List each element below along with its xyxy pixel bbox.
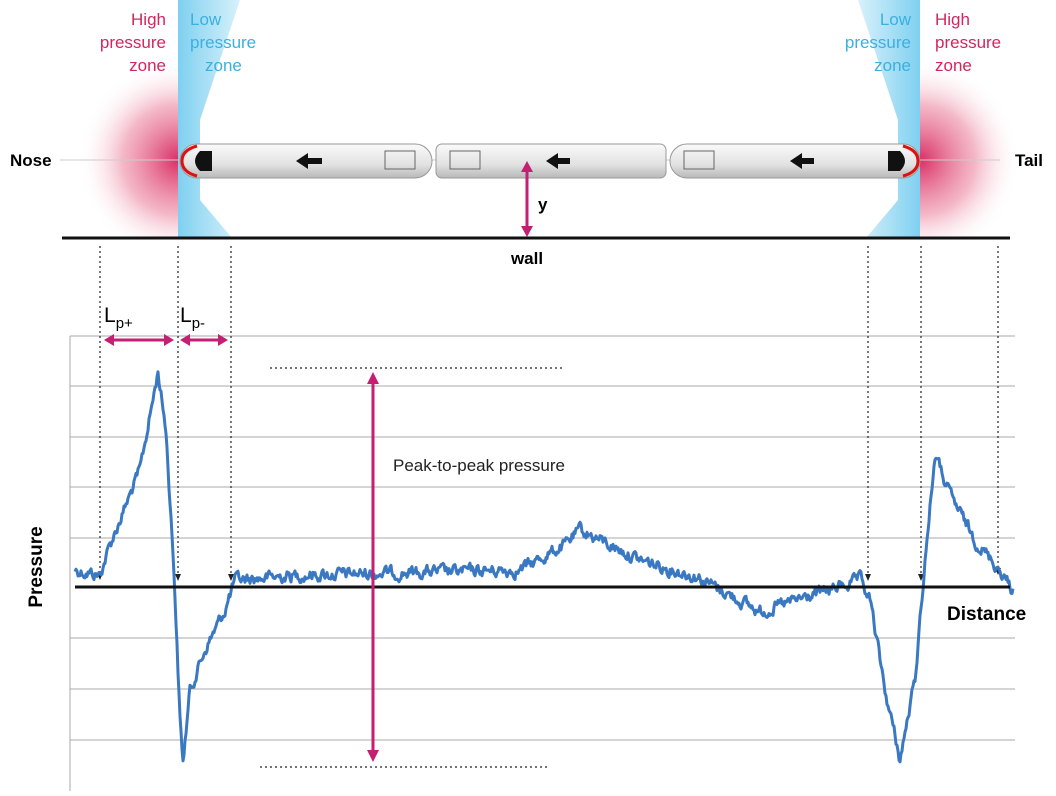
tail-label: Tail xyxy=(1015,151,1043,170)
train xyxy=(179,143,921,179)
guide-lines xyxy=(99,246,999,768)
zone-label: High pressure zone xyxy=(100,10,166,75)
gap-arrow xyxy=(521,161,533,237)
length-subscript: p- xyxy=(192,315,205,332)
nose-label: Nose xyxy=(10,151,52,170)
zone-label: Low pressure zone xyxy=(190,10,256,75)
zone-text: High xyxy=(935,10,970,29)
pressure-curve xyxy=(73,370,1015,764)
zone-label: High pressure zone xyxy=(935,10,1001,75)
zone-text: zone xyxy=(205,56,242,75)
zone-text: zone xyxy=(935,56,972,75)
y-axis-label: Pressure xyxy=(26,526,47,607)
gap-label: y xyxy=(538,195,548,214)
zone-text: High xyxy=(131,10,166,29)
length-subscript: p+ xyxy=(116,315,133,332)
length-arrows xyxy=(104,334,379,762)
wall-label: wall xyxy=(510,249,543,268)
length-symbol: L xyxy=(104,304,116,327)
zone-text: Low xyxy=(190,10,222,29)
length-symbol: L xyxy=(180,304,192,327)
zone-text: Low xyxy=(880,10,912,29)
length-label: Lp+ xyxy=(104,304,133,332)
length-label: Lp- xyxy=(180,304,205,332)
zone-text: pressure xyxy=(935,33,1001,52)
zone-text: pressure xyxy=(845,33,911,52)
peak-label: Peak-to-peak pressure xyxy=(393,456,565,475)
zone-label: Low pressure zone xyxy=(845,10,912,75)
zone-text: zone xyxy=(874,56,911,75)
x-axis-label: Distance xyxy=(947,604,1026,625)
guide-arrowheads xyxy=(97,568,1001,581)
zone-text: pressure xyxy=(100,33,166,52)
zone-text: pressure xyxy=(190,33,256,52)
grid xyxy=(69,335,1015,791)
zone-text: zone xyxy=(129,56,166,75)
